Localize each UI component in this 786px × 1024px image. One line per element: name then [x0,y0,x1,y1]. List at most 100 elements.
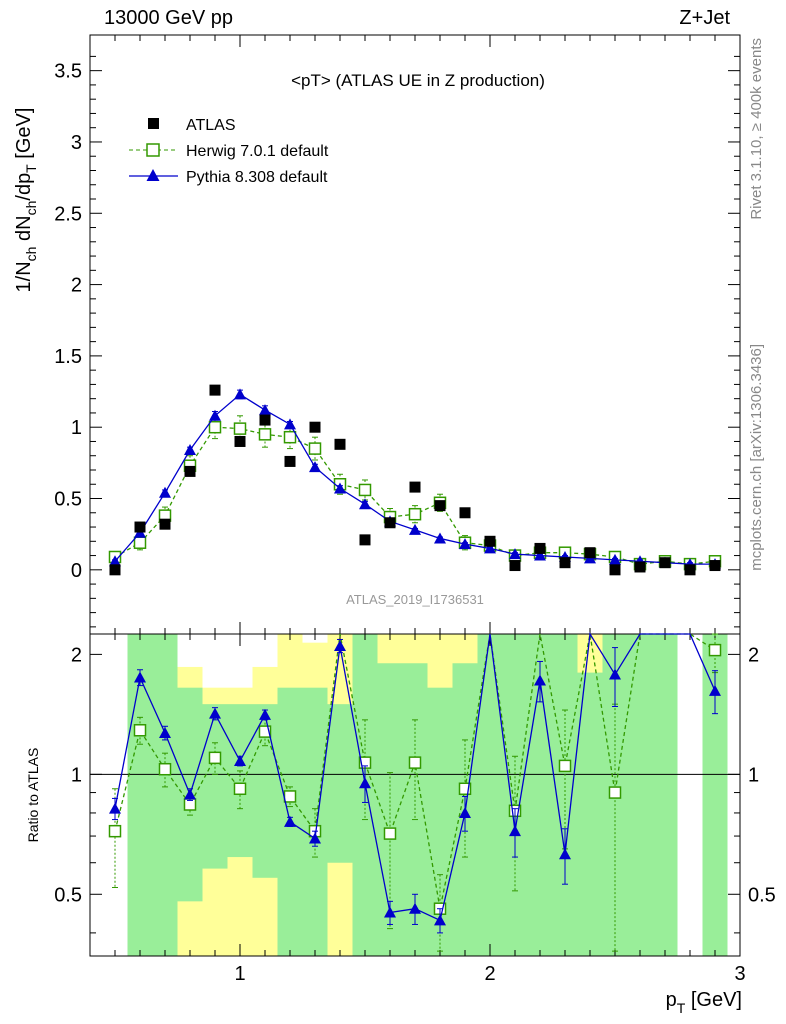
ratio-pythia-point [509,825,521,837]
ratio-herwig-point [283,790,297,803]
pythia-point [509,548,521,560]
legend-pythia-label: Pythia 8.308 default [186,169,328,186]
pythia-point [359,498,371,510]
band-inner [502,634,528,956]
ratio-tick-label: 0.5 [748,884,776,906]
ratio-pythia-point [184,788,196,800]
atlas-point [559,557,571,569]
band-inner [577,672,603,956]
atlas-point [659,557,671,569]
herwig-line [114,426,716,565]
ratio-herwig-point [608,786,622,799]
pythia-point [209,409,221,421]
atlas-point [459,507,471,519]
atlas-point [359,534,371,546]
x-tick-label: 2 [484,963,495,985]
pythia-point [434,532,446,544]
atlas-point [309,421,321,433]
ratio-pythia-point [434,914,446,926]
atlas-point [284,455,296,467]
ratio-herwig-point [158,762,172,776]
x-axis-label-p: p [666,989,677,1011]
axis-ticks [90,35,740,956]
atlas-point [159,518,171,530]
atlas-point [634,561,646,573]
legend-herwig-label: Herwig 7.0.1 default [186,143,329,160]
process-label: 13000 GeV pp [104,7,233,29]
y-tick-label: 3 [71,132,82,154]
ratio-pythia-point [409,902,421,914]
y-tick-label: 0.5 [54,489,82,511]
axis-tick-labels: 1 2 3 0 0.5 1 1.5 2 2.5 3 3.5 0.5 0.5 1 1 2 2 [54,61,776,985]
chart-title: <pT> (ATLAS UE in Z production) [291,71,545,90]
atlas-point [334,438,346,450]
pythia-point [184,444,196,456]
ratio-pythia-point [309,832,321,844]
y-tick-label: 3.5 [54,61,82,83]
pythia-point [284,418,296,430]
atlas-point [509,560,521,572]
ratio-y-axis-label: Ratio to ATLAS [25,748,41,843]
ratio-pythia-point [234,755,246,767]
ratio-pythia-point [134,671,146,683]
x-axis-label-unit: [GeV] [691,989,742,1011]
atlas-point [434,500,446,512]
pythia-point [259,404,271,416]
band-inner [152,634,178,956]
pythia-point [309,461,321,473]
y-tick-label: 1 [71,417,82,439]
ratio-herwig-point [458,782,472,796]
y-tick-label: 1.5 [54,346,82,368]
atlas-point [184,465,196,477]
uncertainty-bands [127,634,728,956]
ratio-pythia-point [159,726,171,738]
pythia-point [409,523,421,535]
ratio-pythia-point [534,674,546,686]
ratio-herwig-point [233,782,247,796]
herwig-point [308,442,322,455]
ratio-pythia-point [259,708,271,720]
ratio-pythia-point [709,684,721,696]
band-inner [202,704,228,869]
herwig-point [408,507,422,521]
ratio-pythia-point [609,668,621,680]
band-inner [652,634,678,956]
mcplots-url-label: mcplots.cern.ch [arXiv:1306.3436] [748,344,765,571]
ratio-pythia-point [209,707,221,719]
herwig-point [358,483,372,497]
legend-herwig-marker [146,143,160,157]
pythia-point [484,542,496,554]
herwig-point [258,428,272,441]
y-tick-label: 2.5 [54,203,82,225]
atlas-point [134,521,146,533]
x-tick-label: 3 [734,963,745,985]
legend: ATLAS Herwig 7.0.1 default Pythia 8.308 … [129,117,329,186]
atlas-point [409,481,421,493]
herwig-point [133,536,147,549]
band-inner [127,634,153,956]
ratio-pythia-point [359,777,371,789]
herwig-point [233,422,247,435]
atlas-point [109,564,121,576]
atlas-point [684,564,696,576]
pythia-point [534,549,546,561]
atlas-point [609,564,621,576]
band-inner [477,634,503,956]
ratio-pythia-point [334,639,346,651]
ratio-herwig-point [383,827,397,840]
ratio-pythia-point [384,906,396,918]
ratio-tick-label: 0.5 [54,884,82,906]
pythia-point [234,388,246,400]
x-axis-label: pT [GeV] [666,989,742,1016]
x-tick-label: 1 [234,963,245,985]
ratio-herwig-point [558,759,572,773]
pythia-point [609,553,621,565]
ratio-herwig-point [108,824,122,838]
y-axis-label: 1/Nch dNch/dpT [GeV] [13,108,39,293]
band-inner [627,634,653,956]
atlas-point [709,560,721,572]
ratio-tick-label: 2 [71,644,82,666]
pythia-point [109,555,121,567]
ratio-herwig-point [258,725,272,738]
